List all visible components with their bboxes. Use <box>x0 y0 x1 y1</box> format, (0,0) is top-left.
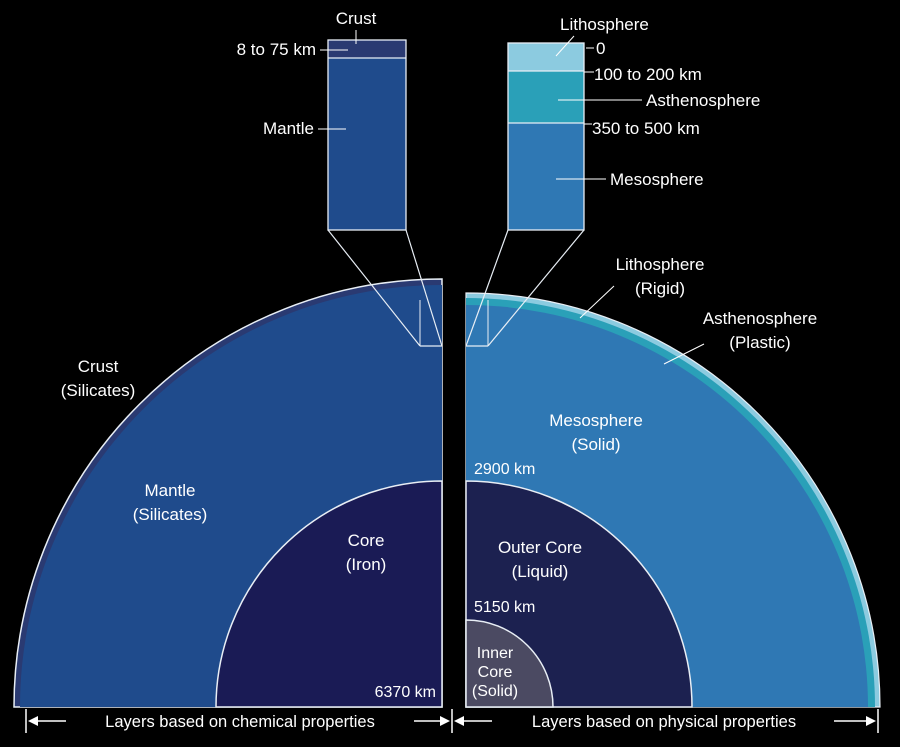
asthenosphere-state: (Plastic) <box>729 333 790 352</box>
lithosphere-pointer <box>579 285 615 319</box>
physical-arrowhead-right <box>866 716 876 726</box>
outer-core-name: Outer Core <box>498 538 582 557</box>
inset-lithosphere-label: Lithosphere <box>560 15 649 34</box>
chemical-half: Crust 8 to 75 km Mantle Crust (Silicates… <box>13 9 443 708</box>
inset-asthenosphere-label: Asthenosphere <box>646 91 760 110</box>
inner-core <box>465 619 554 708</box>
inset-crust-layer <box>328 40 406 58</box>
bottom-captions: Layers based on chemical properties Laye… <box>25 709 879 733</box>
inset-depth-0: 0 <box>596 39 605 58</box>
mesosphere-state: (Solid) <box>571 435 620 454</box>
lithosphere-name: Lithosphere <box>616 255 705 274</box>
inset-asthenosphere-layer <box>508 71 584 123</box>
physical-caption: Layers based on physical properties <box>532 713 796 731</box>
zoom-line-right-physical <box>487 229 585 347</box>
chemical-arrowhead-right <box>440 716 450 726</box>
inset-mantle-label: Mantle <box>263 119 314 138</box>
outer-core-state: (Liquid) <box>512 562 569 581</box>
zoom-line-left <box>327 229 421 347</box>
mesosphere-name: Mesosphere <box>549 411 643 430</box>
core-name: Core <box>348 531 385 550</box>
inset-crust-depth: 8 to 75 km <box>237 40 316 59</box>
chemical-arrowhead-left <box>28 716 38 726</box>
zoom-line-right <box>405 229 443 347</box>
mantle-composition: (Silicates) <box>133 505 208 524</box>
inset-mesosphere-layer <box>508 123 584 230</box>
zoom-line-left-physical <box>465 229 509 347</box>
mantle-name: Mantle <box>144 481 195 500</box>
crust-name: Crust <box>78 357 119 376</box>
inset-depth-350-500: 350 to 500 km <box>592 119 700 138</box>
inset-lithosphere-pointer <box>555 35 575 57</box>
inner-core-line1: Inner <box>477 645 514 662</box>
inner-core-state: (Solid) <box>472 683 518 700</box>
inset-column-outline-physical <box>507 42 585 231</box>
inset-mesosphere-label: Mesosphere <box>610 170 704 189</box>
lithosphere-state: (Rigid) <box>635 279 685 298</box>
inset-column-outline <box>327 39 407 231</box>
chemical-caption: Layers based on chemical properties <box>105 713 375 731</box>
inset-crust-label: Crust <box>336 9 377 28</box>
crust-composition: (Silicates) <box>61 381 136 400</box>
depth-2900-label: 2900 km <box>474 461 535 478</box>
inset-lithosphere-layer <box>508 43 584 71</box>
iron-core <box>215 480 443 708</box>
asthenosphere-name: Asthenosphere <box>703 309 817 328</box>
inset-mantle-layer <box>328 58 406 230</box>
physical-half: Lithosphere 0 100 to 200 km Asthenospher… <box>465 15 881 708</box>
inset-depth-100-200: 100 to 200 km <box>594 65 702 84</box>
core-composition: (Iron) <box>346 555 387 574</box>
inner-core-line2: Core <box>478 664 513 681</box>
radius-label: 6370 km <box>375 684 436 701</box>
physical-arrowhead-left <box>454 716 464 726</box>
asthenosphere-pointer <box>663 343 705 365</box>
depth-5150-label: 5150 km <box>474 599 535 616</box>
